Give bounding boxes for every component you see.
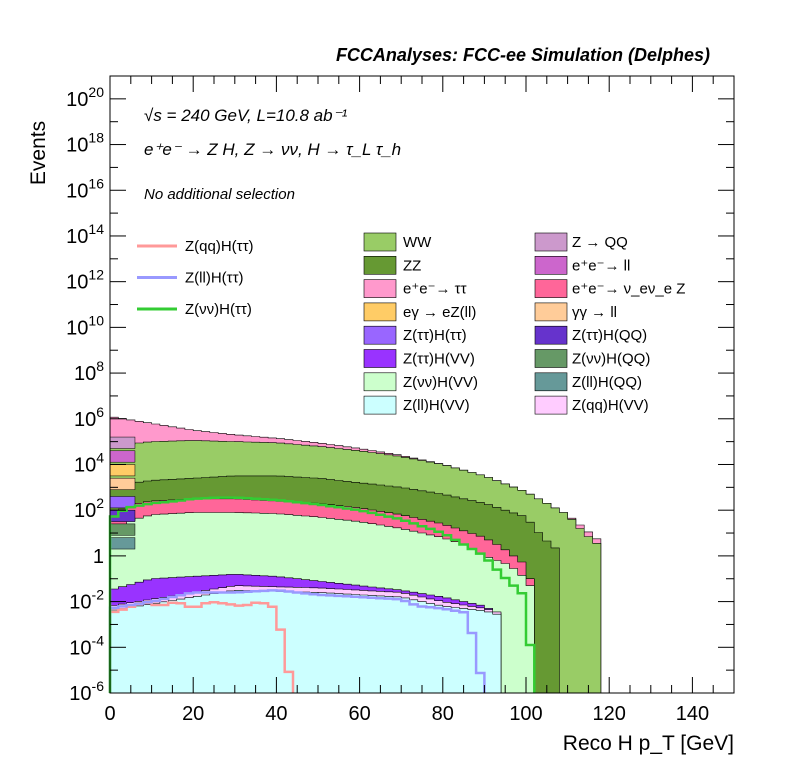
legend-swatch-z-qq-h-vv bbox=[534, 395, 568, 415]
axis-ticks: 0 20 40 60 80 100 120 140 10-6 10-4 10-2 1 102 104 106… bbox=[66, 75, 735, 725]
legend-swatch-zz bbox=[363, 255, 397, 275]
hist-z-ll-h-vv bbox=[109, 590, 502, 694]
y-tick-label: 1010 bbox=[66, 312, 104, 339]
x-axis-label: Reco H p_T [GeV] bbox=[563, 732, 734, 755]
legend-label: Z → QQ bbox=[572, 234, 628, 251]
legend-label: Z(qq)H(ττ) bbox=[185, 238, 254, 255]
y-tick-label: 1 bbox=[93, 546, 104, 568]
y-tick-label: 102 bbox=[74, 495, 104, 522]
line-z-ll-h bbox=[108, 589, 486, 693]
lowpt-z-ll-h-qq bbox=[109, 537, 136, 550]
chart-title: FCCAnalyses: FCC-ee Simulation (Delphes) bbox=[336, 45, 710, 65]
y-tick-label: 10-4 bbox=[69, 632, 104, 659]
y-tick-label: 1014 bbox=[66, 221, 104, 248]
lowpt-e-ez-ll bbox=[109, 464, 136, 477]
legend-swatch-z-h-vv bbox=[363, 372, 397, 392]
x-tick-label: 20 bbox=[182, 703, 204, 725]
y-tick-label: 1012 bbox=[66, 267, 104, 294]
legend-swatch-z-qq bbox=[534, 232, 568, 252]
y-axis-label: Events bbox=[27, 121, 50, 185]
legend-swatch-z-h-qq bbox=[534, 325, 568, 345]
x-tick-label: 0 bbox=[104, 703, 115, 725]
legend-swatch-z-ll-h-vv bbox=[363, 395, 397, 415]
legend-label: Z(ll)H(VV) bbox=[403, 397, 470, 414]
legend-label: Z(νν)H(ττ) bbox=[185, 301, 252, 318]
y-tick-label: 1020 bbox=[66, 84, 104, 111]
legend-swatch-z-h bbox=[363, 325, 397, 345]
lowpt-z-h-qq bbox=[109, 523, 136, 536]
legend-swatch-e-ez-ll bbox=[363, 302, 397, 322]
lowpt-z-qq bbox=[109, 436, 136, 449]
y-tick-label: 10-2 bbox=[69, 587, 104, 614]
process-annotation: e⁺e⁻ → Z H, Z → νν, H → τ_L τ_h bbox=[144, 140, 401, 159]
y-tick-label: 104 bbox=[74, 449, 104, 476]
x-tick-label: 120 bbox=[593, 703, 626, 725]
legend-label: ZZ bbox=[403, 257, 421, 274]
legend-label: Z(qq)H(VV) bbox=[572, 397, 649, 414]
legend-label: Z(νν)H(VV) bbox=[403, 374, 478, 391]
y-tick-label: 106 bbox=[74, 404, 104, 431]
legend-label: eγ → eZ(ll) bbox=[403, 304, 476, 321]
energy-lumi-annotation: √s = 240 GeV, L=10.8 ab⁻¹ bbox=[144, 106, 348, 125]
legend-label: Z(ττ)H(VV) bbox=[403, 351, 475, 368]
legend: Z(qq)H(ττ) Z(ll)H(ττ) Z(νν)H(ττ) WW ZZ e⁺e⁻→ … bbox=[137, 232, 685, 415]
legend-label: Z(ll)H(QQ) bbox=[572, 374, 642, 391]
legend-label: WW bbox=[403, 234, 432, 251]
legend-label: e⁺e⁻→ ττ bbox=[403, 281, 467, 298]
legend-label: e⁺e⁻→ ν_eν_e Z bbox=[572, 281, 685, 298]
legend-swatch-e-e-e-e-z bbox=[534, 279, 568, 298]
x-tick-label: 40 bbox=[265, 703, 287, 725]
signal-lines bbox=[108, 496, 536, 693]
line-z-h bbox=[108, 496, 536, 693]
y-tick-label: 1016 bbox=[66, 175, 104, 202]
legend-swatch-e-e-ll bbox=[534, 255, 568, 275]
y-tick-label: 10-6 bbox=[69, 678, 104, 705]
legend-swatch-ll bbox=[534, 302, 568, 322]
x-tick-label: 60 bbox=[348, 703, 370, 725]
legend-label: Z(ττ)H(QQ) bbox=[572, 327, 647, 344]
lowpt-e-e-ll bbox=[109, 450, 136, 463]
legend-label: e⁺e⁻→ ll bbox=[572, 257, 630, 274]
legend-label: Z(ll)H(ττ) bbox=[185, 270, 244, 287]
selection-annotation: No additional selection bbox=[144, 186, 295, 203]
y-tick-label: 108 bbox=[74, 358, 104, 385]
legend-swatch-ww bbox=[363, 232, 397, 252]
legend-swatch-e-e bbox=[363, 279, 397, 298]
x-tick-label: 140 bbox=[676, 703, 709, 725]
legend-swatch-z-ll-h-qq bbox=[534, 372, 568, 392]
x-tick-label: 100 bbox=[509, 703, 542, 725]
legend-swatch-z-h-vv bbox=[363, 349, 397, 368]
legend-label: Z(νν)H(QQ) bbox=[572, 351, 650, 368]
x-tick-label: 80 bbox=[432, 703, 454, 725]
legend-label: Z(ττ)H(ττ) bbox=[403, 327, 467, 344]
stacked-histograms bbox=[109, 416, 602, 694]
lowpt-ll bbox=[109, 477, 136, 490]
y-tick-label: 1018 bbox=[66, 130, 104, 157]
legend-label: γγ → ll bbox=[572, 304, 617, 321]
legend-swatch-z-h-qq bbox=[534, 349, 568, 368]
